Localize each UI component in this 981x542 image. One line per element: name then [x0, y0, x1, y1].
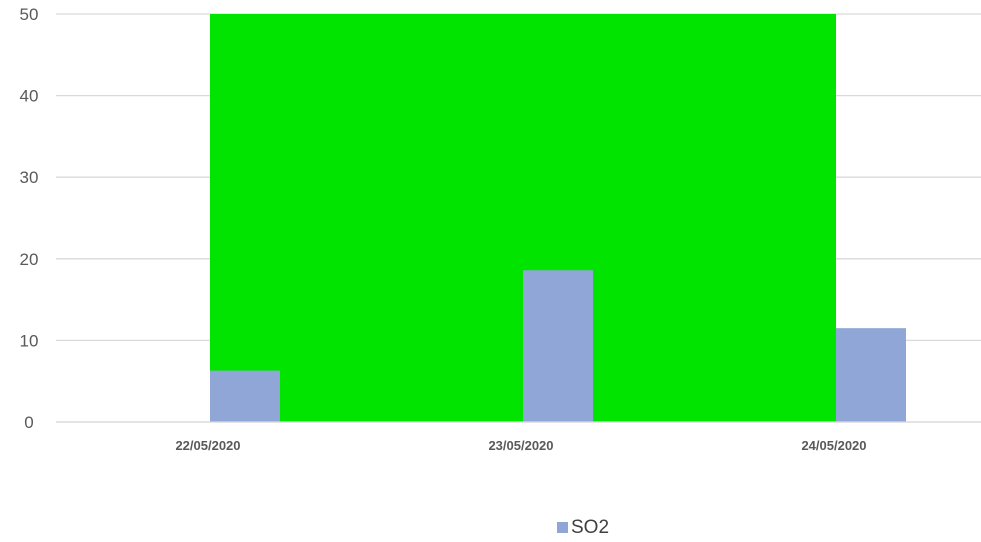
y-tick-label: 20	[20, 250, 39, 269]
legend-label-SO2: SO2	[571, 517, 609, 538]
y-tick-label: 50	[20, 5, 39, 24]
bar-SO2-1	[523, 270, 593, 422]
bar-SO2-0	[210, 370, 280, 422]
y-tick-label: 10	[20, 331, 39, 350]
legend: SO2	[557, 517, 609, 538]
x-category-label: 24/05/2020	[801, 438, 866, 453]
x-category-label: 22/05/2020	[175, 438, 240, 453]
legend-swatch-SO2	[557, 522, 568, 533]
bar-SO2-2	[836, 328, 906, 422]
y-tick-label: 0	[24, 413, 33, 432]
bars	[210, 270, 906, 422]
y-tick-label: 30	[20, 168, 39, 187]
x-category-label: 23/05/2020	[488, 438, 553, 453]
axes: 0 10 20 30 40 50 22/05/2020 23/05/2020 24/05/202…	[20, 5, 981, 453]
y-tick-label: 40	[20, 87, 39, 106]
